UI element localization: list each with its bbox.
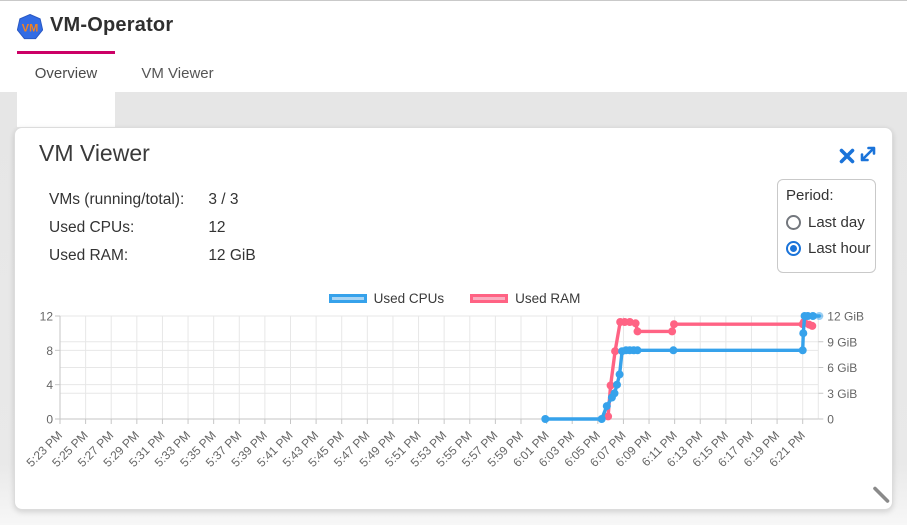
stat-vms: VMs (running/total): 3 / 3 <box>49 191 238 209</box>
chart-legend: Used CPUs Used RAM <box>15 291 894 306</box>
cpu-legend-swatch <box>328 294 367 303</box>
card-title: VM Viewer <box>39 140 150 166</box>
active-tab-indicator <box>17 51 115 54</box>
legend-used-ram[interactable]: Used RAM <box>470 291 580 306</box>
period-label: Period: <box>786 187 834 204</box>
stat-ram-label: Used RAM: <box>49 247 129 264</box>
vm-viewer-card: VM Viewer VMs (running/total): 3 / 3 Use… <box>14 127 893 510</box>
stat-cpus-label: Used CPUs: <box>49 219 135 236</box>
radio-last-hour-icon[interactable] <box>786 240 801 256</box>
radio-last-day[interactable]: Last day <box>786 209 867 235</box>
close-icon[interactable] <box>837 146 857 166</box>
expand-icon[interactable] <box>858 144 878 164</box>
vm-operator-logo-icon: VM <box>17 14 43 40</box>
resize-handle-icon[interactable] <box>869 483 893 507</box>
radio-last-day-icon[interactable] <box>786 214 801 230</box>
ram-legend-swatch <box>470 294 509 303</box>
radio-last-day-label: Last day <box>808 213 865 231</box>
active-tab-panel-connector <box>17 92 115 127</box>
period-selector: Period: Last day Last hour <box>777 179 876 273</box>
tab-overview[interactable]: Overview <box>17 54 115 93</box>
radio-last-hour[interactable]: Last hour <box>786 235 871 261</box>
ram-legend-label: Used RAM <box>515 291 581 306</box>
stat-ram-value: 12 GiB <box>208 247 256 264</box>
stat-vms-label: VMs (running/total): <box>49 191 185 208</box>
stat-cpus: Used CPUs: 12 <box>49 219 226 237</box>
logo-text: VM <box>22 23 39 35</box>
legend-used-cpus[interactable]: Used CPUs <box>328 291 445 306</box>
stat-cpus-value: 12 <box>208 219 226 236</box>
app-title: VM-Operator <box>50 14 174 36</box>
radio-last-hour-label: Last hour <box>808 239 871 257</box>
tab-vm-viewer[interactable]: VM Viewer <box>115 54 240 93</box>
app-header: VM VM-Operator Overview VM Viewer <box>0 0 907 93</box>
cpu-legend-label: Used CPUs <box>373 291 445 306</box>
stat-ram: Used RAM: 12 GiB <box>49 247 256 265</box>
stat-vms-value: 3 / 3 <box>208 191 239 208</box>
